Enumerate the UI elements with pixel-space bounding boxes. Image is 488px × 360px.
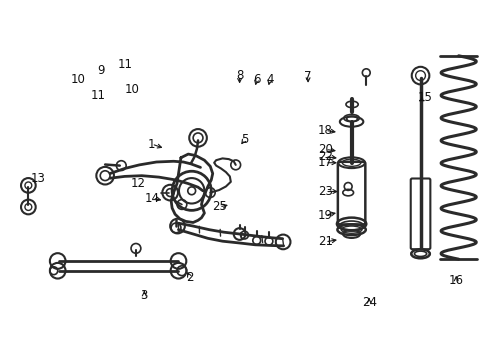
Text: 16: 16 bbox=[448, 274, 463, 287]
Text: 2: 2 bbox=[185, 271, 193, 284]
Text: 8: 8 bbox=[235, 69, 243, 82]
Text: 1: 1 bbox=[147, 138, 155, 150]
Text: 7: 7 bbox=[304, 70, 311, 83]
Text: 11: 11 bbox=[90, 89, 105, 102]
Text: 21: 21 bbox=[317, 235, 332, 248]
Text: 5: 5 bbox=[240, 133, 248, 146]
Text: 19: 19 bbox=[317, 209, 332, 222]
Text: 12: 12 bbox=[130, 177, 145, 190]
Text: 14: 14 bbox=[145, 192, 160, 204]
Text: 6: 6 bbox=[252, 73, 260, 86]
Text: 9: 9 bbox=[97, 64, 105, 77]
Text: 25: 25 bbox=[211, 201, 226, 213]
Text: 4: 4 bbox=[265, 73, 273, 86]
Text: 3: 3 bbox=[140, 289, 148, 302]
Text: 17: 17 bbox=[317, 156, 332, 169]
Text: 22: 22 bbox=[317, 150, 332, 163]
Text: 10: 10 bbox=[124, 83, 139, 96]
Text: 15: 15 bbox=[417, 91, 432, 104]
Text: 13: 13 bbox=[31, 172, 45, 185]
Text: 10: 10 bbox=[71, 73, 85, 86]
Text: 20: 20 bbox=[317, 143, 332, 156]
Text: 23: 23 bbox=[317, 185, 332, 198]
Text: 24: 24 bbox=[361, 296, 376, 309]
Text: 11: 11 bbox=[117, 58, 132, 71]
Text: 18: 18 bbox=[317, 124, 332, 137]
